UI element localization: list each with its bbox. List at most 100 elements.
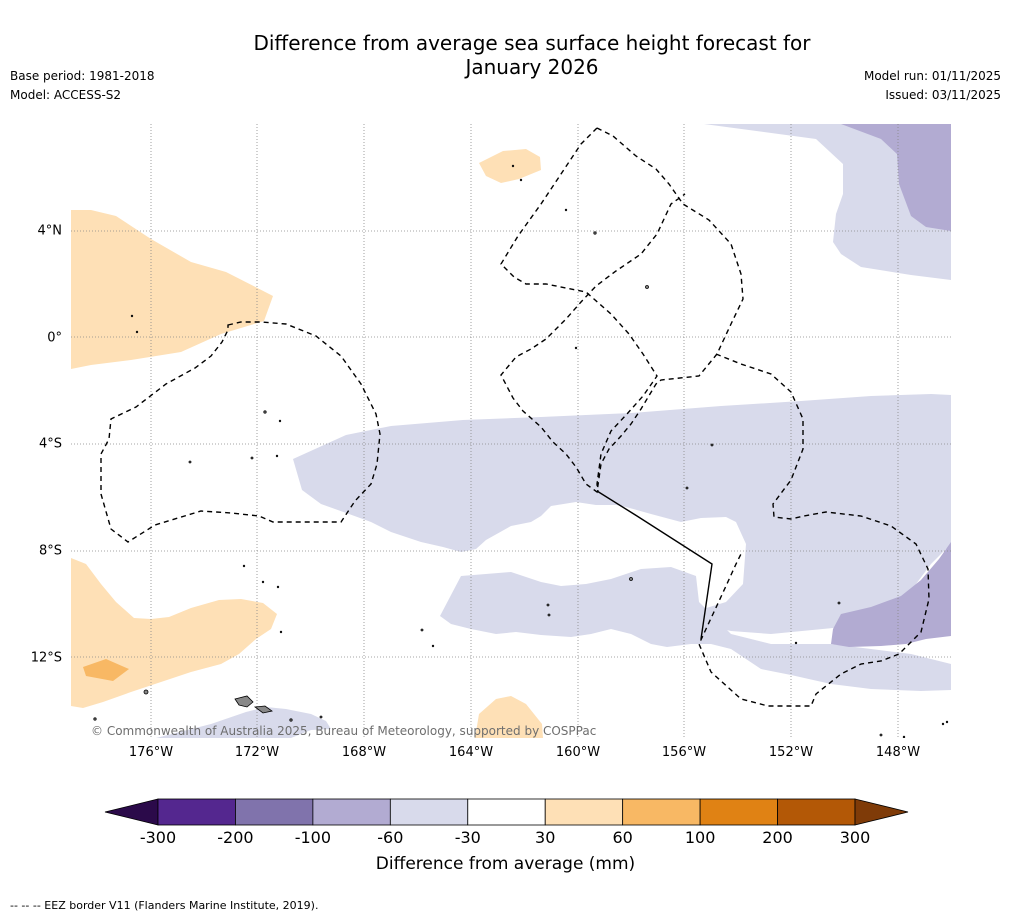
island-dot [261, 580, 265, 584]
island-dot [629, 577, 633, 581]
colorbar-swatch [699, 798, 778, 826]
colorbar-svg [104, 798, 909, 826]
map-area [71, 124, 951, 738]
model-name: Model: ACCESS-S2 [10, 88, 122, 102]
island-dot [593, 231, 597, 235]
copyright-notice: © Commonwealth of Australia 2025, Bureau… [91, 724, 597, 738]
anomaly-region-light-orange-north [479, 149, 541, 183]
lat-label-4S: 4°S [38, 436, 62, 452]
island-samoa-savaii [234, 695, 254, 708]
base-period: Base period: 1981-2018 [10, 69, 155, 83]
lon-label-160W: 160°W [555, 745, 601, 760]
map-gridlines [71, 124, 951, 738]
lon-label-148W: 148°W [875, 745, 921, 760]
colorbar-swatch [312, 798, 391, 826]
lon-label-156W: 156°W [661, 745, 707, 760]
colorbar-extend-high [854, 798, 909, 826]
colorbar-tick-label: -200 [217, 828, 254, 847]
island-dot [279, 630, 283, 634]
eez-border-cook-islands [698, 353, 930, 707]
meta-right: Model run: 01/11/2025 Issued: 03/11/2025 [864, 67, 1001, 105]
eez-footnote: -- -- -- EEZ border V11 (Flanders Marine… [10, 899, 319, 912]
colorbar-tick-label: -60 [377, 828, 404, 847]
meta-left: Base period: 1981-2018 Model: ACCESS-S2 [10, 67, 155, 105]
island-dot [289, 718, 293, 722]
island-dot [263, 410, 267, 414]
island-dot [945, 720, 949, 724]
anomaly-region-light-orange-southwest [71, 558, 277, 708]
lat-label-0: 0° [47, 330, 62, 346]
island-dot [276, 585, 280, 589]
lon-label-172W: 172°W [234, 745, 280, 760]
colorbar-label: Difference from average (mm) [375, 854, 636, 874]
island-dot [710, 443, 714, 447]
island-dot [420, 628, 424, 632]
island-samoa-upolu [253, 705, 273, 714]
island-dot [879, 733, 883, 737]
island-dot [275, 454, 279, 458]
title-line-2: January 2026 [465, 55, 599, 79]
issued-date: Issued: 03/11/2025 [885, 88, 1001, 102]
anomaly-region-light-purple-northeast [704, 124, 951, 280]
island-dot [250, 456, 254, 460]
colorbar-tick-label: 200 [762, 828, 793, 847]
lat-label-8S: 8°S [38, 543, 62, 559]
colorbar-swatch [777, 798, 856, 826]
map-canvas [71, 124, 951, 738]
colorbar-tick-label: 300 [839, 828, 871, 847]
lon-label-168W: 168°W [341, 745, 387, 760]
island-dot [837, 601, 841, 605]
anomaly-region-orange-southwest [83, 659, 129, 681]
chart-title: Difference from average sea surface heig… [232, 31, 832, 79]
colorbar-tick-label: -300 [139, 828, 177, 847]
colorbar-tick-label: 100 [684, 828, 716, 847]
anomaly-region-medium-purple-northeast [841, 124, 951, 231]
colorbar-swatch [622, 798, 701, 826]
colorbar-tick-label: -30 [454, 828, 481, 847]
eez-border-solid-segment [596, 490, 713, 640]
colorbar-swatch [389, 798, 469, 826]
colorbar [100, 798, 912, 832]
eez-border-kiribati-line [500, 127, 744, 494]
island-dot [135, 330, 139, 334]
island-dot [319, 715, 323, 719]
anomaly-region-light-purple-southwest [156, 707, 331, 738]
anomaly-region-light-purple-equatorial [293, 394, 951, 634]
island-dot [547, 613, 551, 617]
lat-label-4N: 4°N [37, 223, 63, 239]
eez-borders [100, 127, 930, 707]
island-dot [902, 735, 906, 738]
island-dot [130, 314, 134, 318]
island-dot [574, 346, 578, 350]
colorbar-tick-label: 30 [535, 828, 556, 847]
model-run: Model run: 01/11/2025 [863, 69, 1001, 83]
colorbar-swatch [235, 798, 314, 826]
colorbar-swatch [544, 798, 624, 826]
island-dot [431, 644, 435, 648]
title-line-1: Difference from average sea surface heig… [253, 31, 811, 55]
anomaly-region-light-purple-south-band [440, 567, 951, 691]
islands [93, 164, 949, 738]
lat-label-12S: 12°S [30, 650, 62, 666]
lon-label-152W: 152°W [768, 745, 814, 760]
lon-label-176W: 176°W [128, 745, 174, 760]
colorbar-tick-label: -100 [294, 828, 332, 847]
island-dot [242, 564, 246, 568]
island-dot [794, 641, 798, 645]
island-dot [143, 689, 149, 695]
island-dot [188, 460, 192, 464]
eez-border-kiribati-north [500, 127, 658, 493]
lon-label-164W: 164°W [448, 745, 494, 760]
island-dot [511, 164, 515, 168]
colorbar-extend-low [104, 798, 159, 826]
anomaly-region-medium-purple-southeast [831, 542, 951, 647]
eez-border-tokelau [100, 321, 381, 543]
anomaly-region-light-orange-south [475, 696, 543, 738]
colorbar-swatch [157, 798, 236, 826]
colorbar-tick-label: 60 [612, 828, 633, 847]
island-dot [93, 717, 97, 721]
colorbar-swatch [467, 798, 546, 826]
island-dot [941, 722, 945, 726]
island-dot [519, 178, 523, 182]
island-dot [278, 419, 282, 423]
